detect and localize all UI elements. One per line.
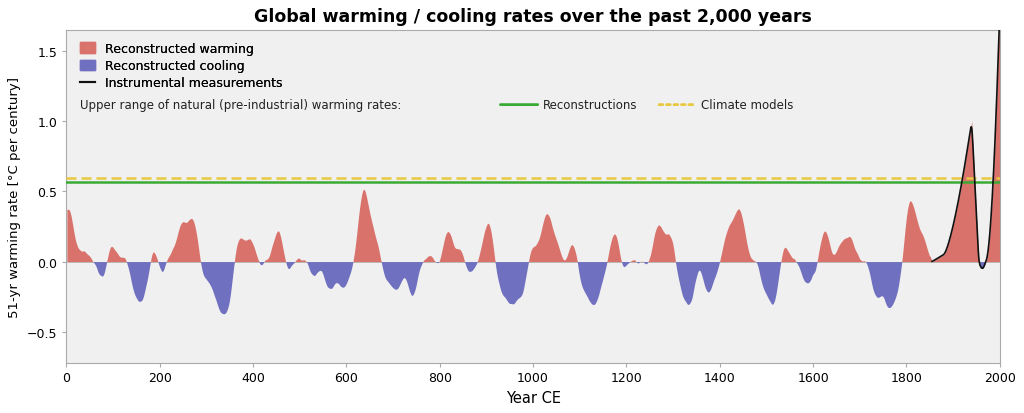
Y-axis label: 51-yr warming rate [°C per century]: 51-yr warming rate [°C per century] <box>8 76 22 317</box>
Text: Reconstructions: Reconstructions <box>543 99 637 112</box>
Title: Global warming / cooling rates over the past 2,000 years: Global warming / cooling rates over the … <box>254 8 812 26</box>
Legend: Reconstructed warming, Reconstructed cooling, Instrumental measurements: Reconstructed warming, Reconstructed coo… <box>78 40 285 93</box>
Text: Upper range of natural (pre-industrial) warming rates:: Upper range of natural (pre-industrial) … <box>81 99 401 112</box>
X-axis label: Year CE: Year CE <box>506 390 560 405</box>
Text: Climate models: Climate models <box>701 99 794 112</box>
